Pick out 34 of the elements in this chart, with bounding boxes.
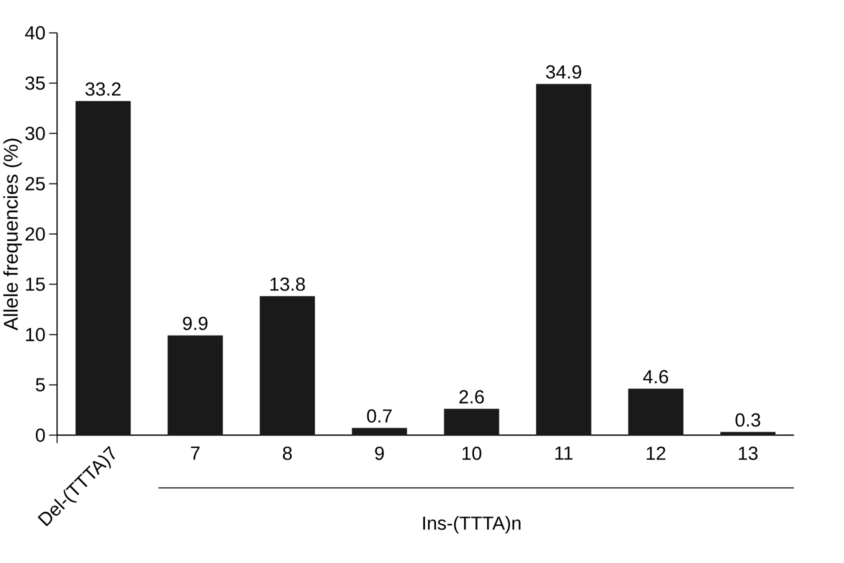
bar [168, 336, 223, 436]
bar [260, 296, 315, 436]
x-tick-label: 12 [646, 446, 666, 460]
y-tick-label: 10 [26, 328, 45, 342]
bar [720, 432, 776, 436]
x-tick-label: 9 [375, 446, 384, 460]
bar [76, 101, 131, 436]
x-tick-label: 7 [190, 446, 200, 460]
x-tick-label: 11 [555, 446, 573, 460]
bar [628, 388, 684, 436]
y-axis-title: Allele frequencies (%) [3, 138, 22, 331]
y-tick-label: 35 [25, 76, 45, 90]
y-tick-label: 25 [26, 177, 45, 191]
data-label: 9.9 [183, 316, 208, 330]
text: Ins-(TTTA)n [423, 516, 520, 534]
bar [444, 408, 500, 436]
y-tick-label: 40 [25, 26, 45, 40]
y-tick-label: 0 [36, 428, 45, 442]
data-label: 2.6 [459, 390, 484, 404]
data-label: 0.3 [736, 413, 760, 427]
y-tick-label: 5 [36, 378, 45, 392]
data-label: 33.2 [86, 82, 121, 96]
data-label: 4.6 [643, 370, 668, 384]
y-tick-label: 15 [26, 278, 45, 292]
data-label: 0.7 [367, 409, 392, 423]
x-tick-label: 13 [738, 446, 758, 460]
data-label: 13.8 [270, 278, 305, 292]
bar [536, 84, 592, 436]
bar [352, 428, 408, 436]
y-tick-label: 20 [26, 228, 45, 241]
data-label: 34.9 [546, 65, 582, 79]
x-tick-label: 10 [462, 446, 482, 460]
y-tick-label: 30 [25, 126, 45, 140]
x-tick-label: 8 [282, 446, 292, 460]
